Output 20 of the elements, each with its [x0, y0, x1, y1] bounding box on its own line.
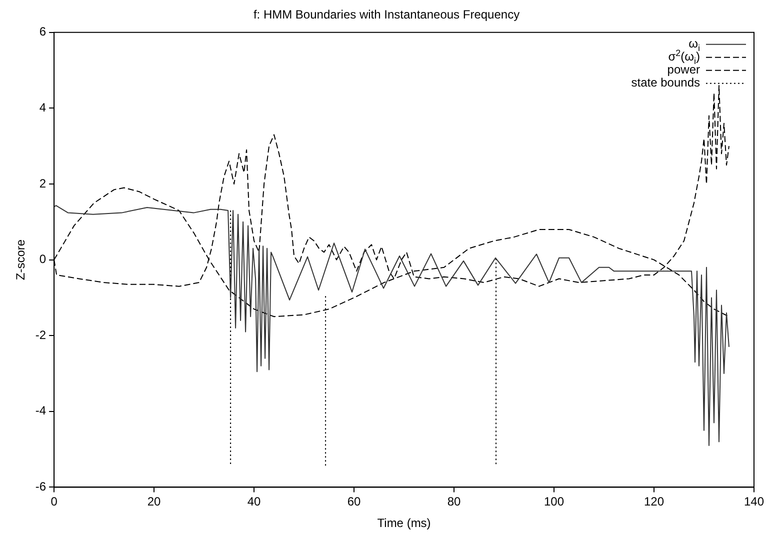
- x-tick-label: 0: [50, 494, 58, 509]
- legend-label: power: [667, 62, 700, 77]
- chart-title: f: HMM Boundaries with Instantaneous Frequency: [253, 8, 520, 22]
- x-tick-label: 80: [447, 494, 462, 509]
- legend-label: state bounds: [631, 76, 700, 90]
- y-tick-label: 6: [39, 24, 46, 39]
- x-tick-label: 120: [644, 494, 664, 509]
- x-axis-title: Time (ms): [377, 516, 431, 530]
- y-tick-label: -4: [35, 404, 46, 418]
- x-tick-label: 140: [744, 494, 764, 509]
- y-tick-label: -6: [35, 480, 46, 494]
- x-tick-label: 60: [347, 494, 362, 509]
- x-tick-label: 40: [247, 494, 262, 509]
- y-tick-label: 0: [39, 252, 46, 266]
- y-tick-label: 2: [39, 176, 46, 190]
- y-axis-title: Z-score: [14, 239, 28, 280]
- x-tick-label: 100: [544, 494, 564, 509]
- y-tick-label: -2: [35, 328, 46, 342]
- y-tick-label: 4: [39, 100, 46, 115]
- x-tick-label: 20: [147, 494, 162, 509]
